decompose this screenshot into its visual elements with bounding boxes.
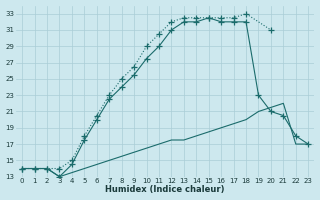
X-axis label: Humidex (Indice chaleur): Humidex (Indice chaleur) bbox=[106, 185, 225, 194]
